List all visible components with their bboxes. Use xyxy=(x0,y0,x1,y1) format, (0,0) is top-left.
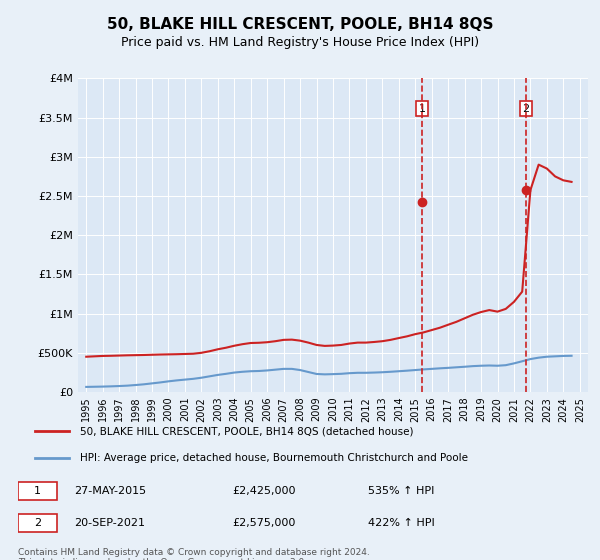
Text: 1: 1 xyxy=(418,104,425,114)
Text: £2,575,000: £2,575,000 xyxy=(232,518,296,528)
Text: 1: 1 xyxy=(34,486,41,496)
Text: 535% ↑ HPI: 535% ↑ HPI xyxy=(368,486,434,496)
Text: HPI: Average price, detached house, Bournemouth Christchurch and Poole: HPI: Average price, detached house, Bour… xyxy=(80,452,468,463)
Text: £2,425,000: £2,425,000 xyxy=(232,486,296,496)
Text: 2: 2 xyxy=(522,104,529,114)
Text: Price paid vs. HM Land Registry's House Price Index (HPI): Price paid vs. HM Land Registry's House … xyxy=(121,36,479,49)
Text: Contains HM Land Registry data © Crown copyright and database right 2024.
This d: Contains HM Land Registry data © Crown c… xyxy=(18,548,370,560)
Text: 27-MAY-2015: 27-MAY-2015 xyxy=(74,486,146,496)
Text: 2: 2 xyxy=(34,518,41,528)
Text: 50, BLAKE HILL CRESCENT, POOLE, BH14 8QS (detached house): 50, BLAKE HILL CRESCENT, POOLE, BH14 8QS… xyxy=(80,426,413,436)
FancyBboxPatch shape xyxy=(18,514,58,532)
Text: 422% ↑ HPI: 422% ↑ HPI xyxy=(368,518,434,528)
Text: 20-SEP-2021: 20-SEP-2021 xyxy=(74,518,145,528)
Text: 50, BLAKE HILL CRESCENT, POOLE, BH14 8QS: 50, BLAKE HILL CRESCENT, POOLE, BH14 8QS xyxy=(107,17,493,32)
FancyBboxPatch shape xyxy=(18,482,58,500)
